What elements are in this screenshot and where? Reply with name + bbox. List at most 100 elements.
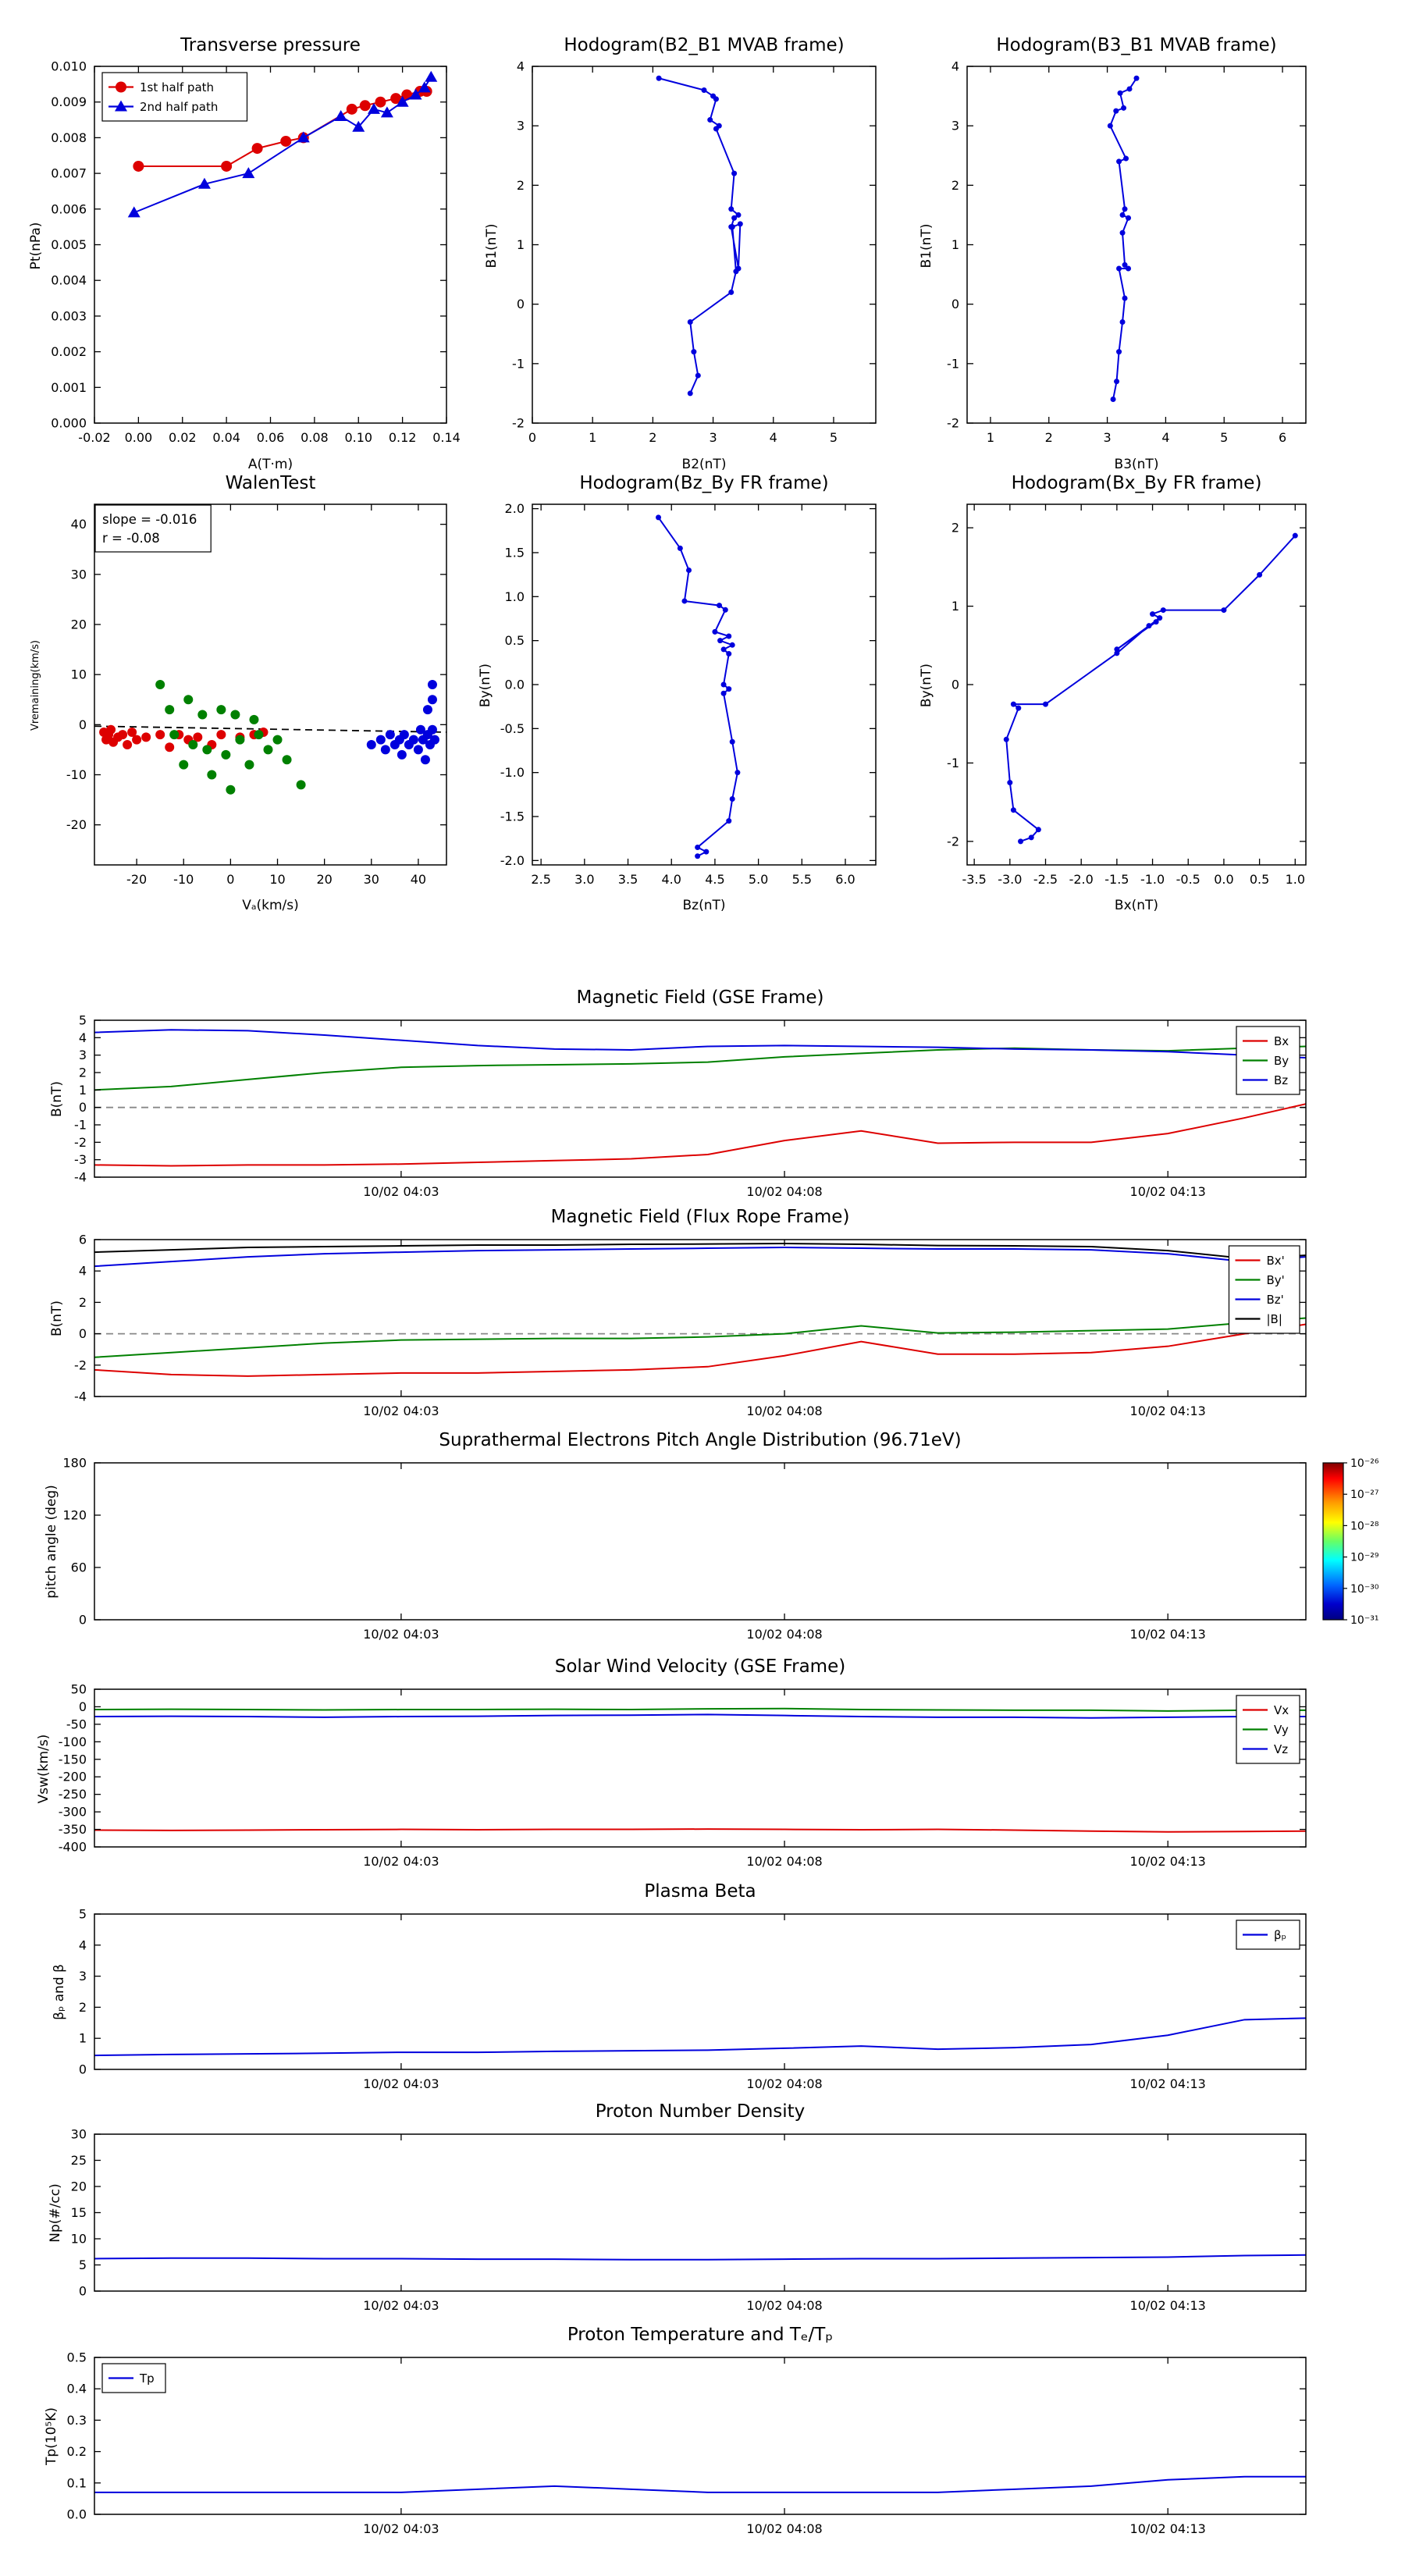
electron-pitch-angle-ylabel: pitch angle (deg)	[44, 1485, 59, 1599]
svg-text:10/02 04:13: 10/02 04:13	[1130, 1404, 1206, 1418]
svg-text:30: 30	[71, 567, 87, 582]
svg-text:-3.5: -3.5	[962, 872, 987, 887]
svg-text:2nd half path: 2nd half path	[140, 100, 218, 114]
svg-text:-2.0: -2.0	[1069, 872, 1094, 887]
svg-text:5: 5	[1220, 430, 1228, 445]
hodogram-bx-by-ylabel: By(nT)	[919, 663, 934, 708]
svg-text:1: 1	[951, 599, 959, 614]
svg-text:10/02 04:08: 10/02 04:08	[746, 1854, 822, 1869]
electron-pitch-angle-plot: 10/02 04:03 10/02 04:08 10/02 04:13 0 60 120 1…	[62, 1456, 1378, 1642]
transverse-pressure-plot: -0.02 0.00 0.02 0.04 0.06 0.08 0.10 0.12 0.14 0.0…	[51, 59, 461, 446]
svg-text:-1.0: -1.0	[1140, 872, 1165, 887]
svg-text:Bz': Bz'	[1267, 1293, 1284, 1307]
svg-text:-1: -1	[74, 1118, 87, 1133]
svg-text:-0.5: -0.5	[500, 721, 525, 736]
svg-text:0: 0	[517, 297, 525, 311]
svg-text:-10: -10	[66, 767, 87, 782]
svg-text:0: 0	[79, 1326, 87, 1341]
svg-text:-1.5: -1.5	[1104, 872, 1129, 887]
svg-text:0.5: 0.5	[1250, 872, 1269, 887]
svg-text:4: 4	[79, 1937, 87, 1952]
solar-wind-velocity-ylabel: Vsw(km/s)	[36, 1734, 52, 1804]
svg-text:2: 2	[951, 178, 959, 193]
svg-text:0.02: 0.02	[169, 430, 197, 445]
proton-temperature-plot: 10/02 04:03 10/02 04:08 10/02 04:13 0.0 0.1 0…	[67, 2350, 1307, 2536]
svg-text:4: 4	[770, 430, 777, 445]
svg-text:0.4: 0.4	[67, 2382, 87, 2396]
svg-text:5: 5	[79, 1907, 87, 1922]
proton-density-plot: 10/02 04:03 10/02 04:08 10/02 04:13 0 5 10 15 2…	[71, 2127, 1307, 2313]
electron-pitch-angle-title: Suprathermal Electrons Pitch Angle Distr…	[439, 1430, 962, 1450]
svg-text:-20: -20	[126, 872, 147, 887]
svg-text:10/02 04:08: 10/02 04:08	[746, 2076, 822, 2091]
svg-text:2: 2	[649, 430, 656, 445]
svg-text:1: 1	[987, 430, 994, 445]
proton-density-title: Proton Number Density	[595, 2101, 806, 2122]
svg-text:-0.02: -0.02	[78, 430, 110, 445]
hodogram-bz-by-title: Hodogram(Bz_By FR frame)	[579, 473, 829, 493]
svg-text:3: 3	[1103, 430, 1111, 445]
svg-text:0.10: 0.10	[344, 430, 372, 445]
svg-text:0.005: 0.005	[51, 237, 87, 252]
svg-text:0.08: 0.08	[301, 430, 329, 445]
svg-text:10: 10	[269, 872, 285, 887]
magnetic-field-flux-rope-plot: 10/02 04:03 10/02 04:08 10/02 04:13 -4 -2 0 2 4…	[74, 1233, 1307, 1418]
svg-text:2: 2	[951, 521, 959, 535]
svg-text:0: 0	[79, 1613, 87, 1628]
proton-temperature-title: Proton Temperature and Tₑ/Tₚ	[567, 2325, 834, 2345]
svg-text:4: 4	[79, 1264, 87, 1279]
svg-text:-4: -4	[74, 1389, 87, 1404]
svg-text:-20: -20	[66, 817, 87, 832]
svg-text:3: 3	[951, 119, 959, 133]
svg-text:5.5: 5.5	[792, 872, 812, 887]
svg-text:25: 25	[71, 2153, 87, 2168]
svg-text:0: 0	[79, 2284, 87, 2299]
proton-density-ylabel: Np(#/cc)	[48, 2183, 63, 2243]
svg-text:0.0: 0.0	[505, 678, 525, 692]
svg-text:10/02 04:03: 10/02 04:03	[363, 1854, 439, 1869]
hodogram-b2-b1-title: Hodogram(B2_B1 MVAB frame)	[564, 35, 845, 55]
svg-text:βₚ: βₚ	[1274, 1928, 1286, 1942]
svg-text:10⁻³¹: 10⁻³¹	[1350, 1614, 1378, 1627]
svg-text:6: 6	[1279, 430, 1286, 445]
svg-text:2: 2	[79, 2000, 87, 2015]
svg-text:180: 180	[62, 1456, 87, 1471]
svg-text:30: 30	[364, 872, 379, 887]
svg-text:-2: -2	[947, 834, 959, 849]
svg-text:-3.0: -3.0	[998, 872, 1022, 887]
hodogram-bz-by-plot: 2.5 3.0 3.5 4.0 4.5 5.0 5.5 6.0 -2.0 -1.5 -1.0 -0.5…	[500, 501, 877, 887]
hodogram-b2-b1-xlabel: B2(nT)	[681, 457, 727, 472]
hodogram-bz-by-xlabel: Bz(nT)	[682, 898, 726, 913]
svg-text:0.04: 0.04	[212, 430, 240, 445]
svg-text:2: 2	[517, 178, 525, 193]
svg-text:-300: -300	[59, 1805, 87, 1820]
svg-text:10⁻²⁹: 10⁻²⁹	[1350, 1552, 1379, 1564]
svg-text:-3: -3	[74, 1152, 87, 1167]
svg-text:0.010: 0.010	[51, 59, 87, 74]
svg-text:1.0: 1.0	[505, 589, 525, 604]
svg-text:10/02 04:13: 10/02 04:13	[1130, 2076, 1206, 2091]
svg-text:-2: -2	[512, 416, 525, 431]
svg-text:0: 0	[528, 430, 536, 445]
svg-text:10: 10	[71, 667, 87, 682]
hodogram-bx-by-xlabel: Bx(nT)	[1114, 898, 1159, 913]
walen-test-plot: -20 -10 0 10 20 30 40 -20 -10 0 10 20 30 40 slope = -0…	[66, 503, 447, 887]
walen-test-ylabel: Vremaining(km/s)	[30, 639, 41, 731]
svg-text:r = -0.08: r = -0.08	[102, 531, 160, 546]
svg-text:2: 2	[79, 1066, 87, 1080]
magnetic-field-gse-plot: 10/02 04:03 10/02 04:08 10/02 04:13 -4 -3 -2 -…	[74, 1013, 1307, 1199]
svg-text:0.2: 0.2	[67, 2444, 87, 2459]
svg-text:10/02 04:08: 10/02 04:08	[746, 1184, 822, 1199]
svg-text:-2: -2	[74, 1357, 87, 1372]
svg-text:0: 0	[79, 2062, 87, 2077]
svg-text:-1.0: -1.0	[500, 765, 525, 780]
hodogram-b2-b1-plot: 0 1 2 3 4 5 -2 -1 0 1 2 3 4	[512, 59, 877, 445]
svg-text:10/02 04:03: 10/02 04:03	[363, 2298, 439, 2313]
svg-text:10⁻²⁸: 10⁻²⁸	[1350, 1520, 1379, 1532]
svg-text:-350: -350	[59, 1822, 87, 1837]
svg-text:15: 15	[71, 2205, 87, 2220]
svg-text:0.006: 0.006	[51, 201, 87, 216]
svg-text:120: 120	[62, 1508, 87, 1523]
svg-text:-0.5: -0.5	[1176, 872, 1200, 887]
svg-text:10/02 04:13: 10/02 04:13	[1130, 2521, 1206, 2536]
